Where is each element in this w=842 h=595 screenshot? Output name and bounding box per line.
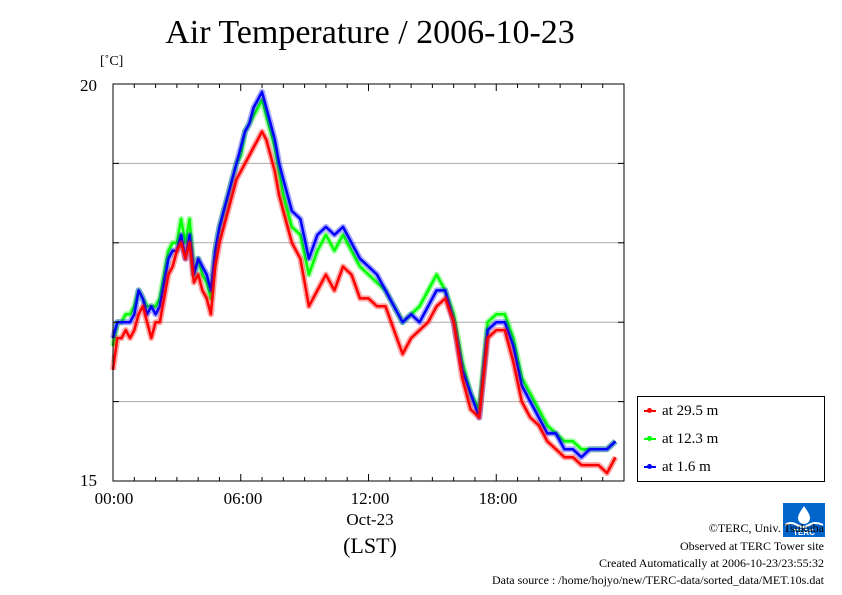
x-axis-unit-label: (LST) xyxy=(343,533,397,558)
created-text: Created Automatically at 2006-10-23/23:5… xyxy=(599,556,824,570)
x-tick-label-6: 06:00 xyxy=(223,489,263,508)
terc-logo-icon: TERC xyxy=(783,503,825,537)
legend-swatch-red xyxy=(644,408,656,413)
legend-swatch-green xyxy=(644,436,656,441)
y-tick-label-top: 20 xyxy=(80,76,97,95)
legend-swatch-blue xyxy=(644,464,656,469)
series-line-2 xyxy=(111,90,617,459)
legend-label: at 29.5 m xyxy=(662,402,719,419)
legend-label: at 1.6 m xyxy=(662,458,711,475)
series-halo-1 xyxy=(110,96,618,453)
x-tick-label-18: 18:00 xyxy=(478,489,518,508)
x-axis-date-label: Oct-23 xyxy=(346,510,394,529)
series-line-1 xyxy=(111,98,617,451)
logo-text: TERC xyxy=(793,528,815,537)
legend-item-12m: at 12.3 m xyxy=(644,429,718,449)
x-tick-label-0: 00:00 xyxy=(94,489,134,508)
x-tick-label-12: 12:00 xyxy=(350,489,390,508)
data-source-text: Data source : /home/hojyo/new/TERC-data/… xyxy=(491,573,824,587)
legend-item-1m: at 1.6 m xyxy=(644,457,711,477)
copyright-text: ©TERC, Univ. Tsukuba xyxy=(708,521,824,535)
observed-text: Observed at TERC Tower site xyxy=(679,539,824,553)
series-line-0 xyxy=(111,130,617,475)
y-tick-label-bottom: 15 xyxy=(80,471,97,490)
legend-item-29m: at 29.5 m xyxy=(644,401,718,421)
legend: at 29.5 m at 12.3 m at 1.6 m xyxy=(637,396,825,482)
chart-title: Air Temperature / 2006-10-23 xyxy=(165,14,575,51)
y-axis-unit: [˚C] xyxy=(100,54,124,69)
legend-label: at 12.3 m xyxy=(662,430,719,447)
